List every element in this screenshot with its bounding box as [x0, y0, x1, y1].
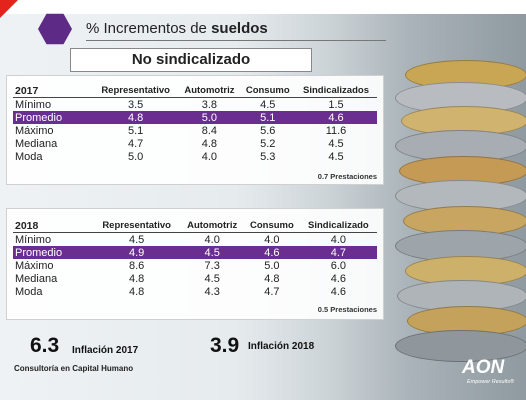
table-cell: 5.1 — [240, 111, 295, 124]
table-cell: 11.6 — [325, 124, 347, 137]
table-row-highlighted: Promedio 4.8 5.0 5.1 4.6 — [13, 111, 377, 124]
table-row: Mínimo 3.5 3.8 4.5 1.5 — [13, 98, 377, 112]
table-header-row: 2018 Representativo Automotriz Consumo S… — [13, 219, 377, 233]
table-cell: 4.8 — [264, 272, 280, 285]
row-label: Moda — [15, 150, 43, 163]
table-cell: 4.5 — [328, 150, 344, 163]
table-cell: 4.7 — [127, 137, 144, 150]
table-cell: 4.7 — [299, 246, 377, 259]
table-cell: 4.8 — [201, 137, 218, 150]
table-cell: 5.2 — [260, 137, 276, 150]
red-corner-accent — [0, 0, 18, 18]
footer-consultancy: Consultoría en Capital Humano — [14, 364, 134, 373]
title-underline — [86, 40, 386, 41]
table-cell: 4.5 — [204, 272, 220, 285]
table-cell: 5.0 — [264, 259, 280, 272]
inflation-2018-value: 3.9 — [210, 334, 240, 357]
column-header: Consumo — [250, 220, 294, 231]
table-cell: 5.0 — [178, 111, 241, 124]
row-label: Mediana — [15, 272, 58, 285]
increments-table-2018: 2018 Representativo Automotriz Consumo S… — [13, 219, 377, 298]
table-row: Moda 5.0 4.0 5.3 4.5 — [13, 150, 377, 163]
table-cell: 4.5 — [128, 233, 145, 246]
row-label: Máximo — [15, 259, 54, 272]
increments-table-2017: 2017 Representativo Automotriz Consumo S… — [13, 84, 377, 163]
table-cell: 4.5 — [260, 98, 276, 111]
table-row-highlighted: Promedio 4.9 4.5 4.6 4.7 — [13, 246, 377, 259]
row-label: Promedio — [13, 111, 93, 124]
table-row: Moda 4.8 4.3 4.7 4.6 — [13, 285, 377, 298]
row-label: Promedio — [13, 246, 93, 259]
column-header: Representativo — [102, 220, 171, 231]
table-cell: 4.5 — [328, 137, 344, 150]
table-cell: 7.3 — [204, 259, 220, 272]
column-header: Consumo — [245, 85, 290, 96]
row-label: Mediana — [15, 137, 58, 150]
inflation-2017-label: Inflación 2017 — [72, 345, 139, 356]
table-cell: 4.3 — [204, 285, 220, 298]
table-row: Máximo 8.6 7.3 5.0 6.0 — [13, 259, 377, 272]
table-cell: 4.0 — [204, 233, 220, 246]
column-header: Representativo — [101, 85, 170, 96]
column-header: Sindicalizado — [308, 220, 369, 231]
table-cell: 3.5 — [127, 98, 144, 111]
column-header: Automotriz — [184, 85, 235, 96]
inflation-2017-value: 6.3 — [30, 334, 60, 357]
aon-logo: AON — [462, 357, 505, 378]
benefits-note: 0.5 Prestaciones — [317, 305, 377, 314]
table-cell: 4.8 — [128, 285, 145, 298]
table-cell: 4.8 — [93, 111, 179, 124]
table-cell: 4.6 — [330, 272, 347, 285]
column-header: Automotriz — [187, 220, 238, 231]
table-cell: 4.9 — [93, 246, 181, 259]
table-cell: 5.1 — [127, 124, 144, 137]
table-panel-2017: 2017 Representativo Automotriz Consumo S… — [6, 75, 384, 185]
table-panel-2018: 2018 Representativo Automotriz Consumo S… — [6, 208, 384, 320]
table-cell: 5.0 — [127, 150, 144, 163]
benefits-note: 0.7 Prestaciones — [317, 172, 377, 181]
table-row: Mínimo 4.5 4.0 4.0 4.0 — [13, 233, 377, 247]
table-row: Máximo 5.1 8.4 5.6 11.6 — [13, 124, 377, 137]
table-cell: 4.0 — [330, 233, 347, 246]
table-cell: 4.5 — [180, 246, 245, 259]
page-title: % Incrementos de sueldos — [86, 20, 268, 37]
table-cell: 4.0 — [264, 233, 280, 246]
year-label: 2017 — [15, 84, 39, 97]
table-cell: 6.0 — [330, 259, 347, 272]
row-label: Mínimo — [15, 233, 52, 246]
table-cell: 3.8 — [201, 98, 218, 111]
row-label: Mínimo — [15, 98, 52, 111]
table-row: Mediana 4.8 4.5 4.8 4.6 — [13, 272, 377, 285]
table-cell: 4.0 — [201, 150, 218, 163]
table-cell: 5.3 — [260, 150, 276, 163]
top-bar — [0, 0, 526, 14]
coin-stack-image — [395, 60, 526, 400]
hexagon-icon — [38, 13, 72, 45]
row-label: Moda — [15, 285, 43, 298]
table-row: Mediana 4.7 4.8 5.2 4.5 — [13, 137, 377, 150]
table-cell: 4.8 — [128, 272, 145, 285]
table-cell: 4.6 — [330, 285, 347, 298]
table-cell: 4.6 — [294, 111, 377, 124]
section-subtitle: No sindicalizado — [70, 48, 312, 72]
logo-tagline: Empower Results® — [467, 379, 515, 385]
inflation-2018-label: Inflación 2018 — [248, 341, 315, 352]
year-label: 2018 — [15, 219, 39, 232]
table-header-row: 2017 Representativo Automotriz Consumo S… — [13, 84, 377, 98]
table-cell: 8.6 — [128, 259, 145, 272]
table-cell: 4.6 — [244, 246, 300, 259]
table-cell: 5.6 — [260, 124, 276, 137]
table-cell: 4.7 — [264, 285, 280, 298]
column-header: Sindicalizados — [302, 85, 369, 96]
table-cell: 1.5 — [328, 98, 344, 111]
row-label: Máximo — [15, 124, 54, 137]
table-cell: 8.4 — [201, 124, 218, 137]
